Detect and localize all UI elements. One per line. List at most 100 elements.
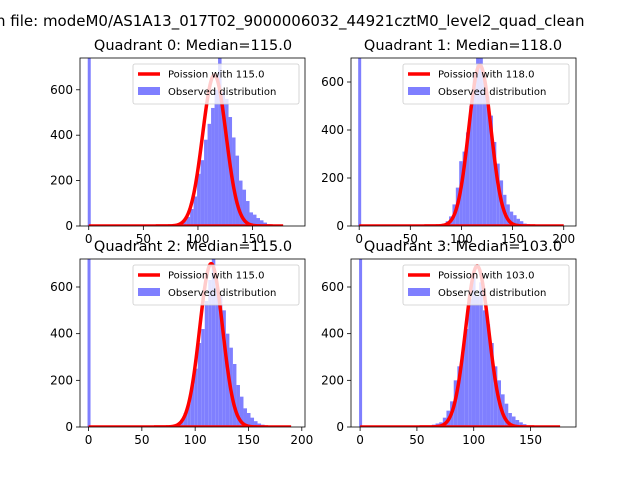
histogram-bar	[190, 208, 194, 226]
histogram-bar	[222, 310, 226, 427]
x-tick-label: 100	[184, 433, 207, 447]
x-tick-label: 150	[501, 232, 524, 246]
subplot-quadrant-0: Quadrant 0: Median=115.0 0 50 100 150 0 200 40…	[50, 38, 306, 246]
histogram-bar	[183, 413, 188, 427]
x-tick-label: 100	[450, 232, 473, 246]
x-tick-label: 100	[462, 433, 485, 447]
histogram-bar	[493, 366, 498, 427]
x-tick-label: 150	[241, 232, 264, 246]
y-tick-label: 400	[50, 327, 73, 341]
histogram-bar	[506, 204, 510, 226]
histogram-bar	[183, 220, 187, 226]
histogram-bar	[207, 123, 212, 226]
legend-poisson-label: Poission with 115.0	[168, 70, 264, 81]
x-tick-label: 0	[85, 232, 93, 246]
histogram-bar	[208, 280, 212, 427]
y-tick-label: 0	[65, 420, 73, 434]
y-tick-label: 600	[321, 75, 344, 89]
quadrant-1-legend: Poission with 118.0 Observed distributio…	[402, 63, 570, 105]
histogram-bar	[239, 396, 244, 427]
y-tick-label: 0	[336, 219, 344, 233]
y-tick-label: 600	[321, 280, 344, 294]
histogram-bar	[194, 368, 198, 427]
histogram-bar	[239, 180, 243, 226]
histogram-bar	[232, 364, 237, 427]
legend-poisson-label: Poission with 115.0	[168, 271, 264, 282]
histogram-bar	[214, 89, 219, 226]
legend-box	[132, 264, 300, 306]
x-tick-label: 150	[519, 433, 542, 447]
quadrant-0-title: Quadrant 0: Median=115.0	[94, 38, 292, 54]
axes-frame	[79, 57, 306, 227]
y-tick-label: 400	[50, 128, 73, 142]
histogram-bar	[200, 160, 205, 226]
legend-observed-label: Observed distribution	[168, 87, 276, 98]
y-tick-label: 600	[50, 280, 73, 294]
x-tick-label: 100	[187, 232, 210, 246]
histogram-bar	[221, 92, 226, 226]
histogram-bar-zero	[358, 58, 362, 226]
histogram-bar	[211, 107, 215, 226]
histogram-bar	[236, 385, 240, 427]
histogram-bar-zero	[359, 259, 363, 427]
histogram-bar	[211, 259, 216, 427]
quadrant-3-legend: Poission with 103.0 Observed distributio…	[402, 264, 570, 306]
histogram-bar	[513, 215, 517, 226]
histogram-bar	[479, 58, 483, 226]
histogram-bar	[218, 296, 223, 427]
histogram-bar	[242, 189, 247, 226]
histogram-bar	[260, 220, 264, 226]
quadrant-0-legend: Poission with 115.0 Observed distributio…	[132, 63, 300, 105]
legend-observed-swatch	[138, 87, 160, 95]
quadrant-1-title: Quadrant 1: Median=118.0	[364, 38, 562, 54]
histogram-bar	[468, 298, 472, 427]
x-tick-label: 150	[237, 433, 260, 447]
histogram-bar	[461, 352, 465, 427]
histogram-bar	[253, 214, 257, 226]
x-tick-label: 50	[409, 433, 424, 447]
histogram-bar	[204, 301, 209, 427]
histogram-bar	[469, 106, 473, 226]
y-tick-label: 0	[65, 219, 73, 233]
plot-marks	[87, 259, 292, 427]
y-tick-label: 200	[321, 171, 344, 185]
figure-suptitle: n file: modeM0/AS1A13_017T02_9000006032_…	[0, 12, 585, 31]
legend-observed-swatch	[408, 87, 430, 95]
x-tick-label: 0	[355, 232, 363, 246]
histogram-bar	[472, 72, 477, 226]
y-tick-label: 200	[50, 174, 73, 188]
y-tick-label: 200	[50, 373, 73, 387]
x-tick-label: 0	[356, 433, 364, 447]
histogram-bar	[515, 420, 520, 427]
legend-poisson-label: Poission with 103.0	[438, 271, 534, 282]
x-tick-label: 50	[403, 232, 418, 246]
subplot-quadrant-3: Quadrant 3: Median=103.0 0 50 100 150 0 200 40…	[321, 239, 577, 447]
histogram-bar	[457, 366, 461, 427]
y-tick-label: 400	[321, 327, 344, 341]
subplot-quadrant-2: Quadrant 2: Median=115.0 0 50 100 150 200 0 20…	[50, 239, 313, 447]
histogram-bar	[471, 277, 476, 427]
legend-box	[132, 63, 300, 105]
x-tick-label: 50	[136, 232, 151, 246]
y-tick-label: 600	[50, 83, 73, 97]
histogram-bar	[249, 212, 254, 226]
quadrant-3-title: Quadrant 3: Median=103.0	[364, 239, 562, 255]
histogram-bar	[225, 98, 229, 226]
quadrant-2-plot-area: 0 50 100 150 200 0 200 400 600	[50, 258, 313, 447]
legend-observed-label: Observed distribution	[438, 288, 546, 299]
histogram-bar	[204, 139, 208, 226]
histogram-bar	[482, 77, 487, 226]
axes-frame	[350, 57, 577, 227]
axes-frame	[350, 258, 577, 428]
poisson-curve	[152, 261, 270, 427]
histogram-bar	[186, 216, 191, 226]
y-tick-label: 200	[321, 373, 344, 387]
histogram-bar	[490, 343, 494, 427]
subplot-quadrant-1: Quadrant 1: Median=118.0 0 50 100 150 200 0 20…	[321, 38, 577, 246]
histogram-bar	[465, 132, 470, 226]
legend-observed-swatch	[138, 288, 160, 296]
histogram-bar	[464, 329, 469, 427]
histogram-bar	[479, 282, 483, 427]
histogram-bar	[519, 221, 524, 226]
